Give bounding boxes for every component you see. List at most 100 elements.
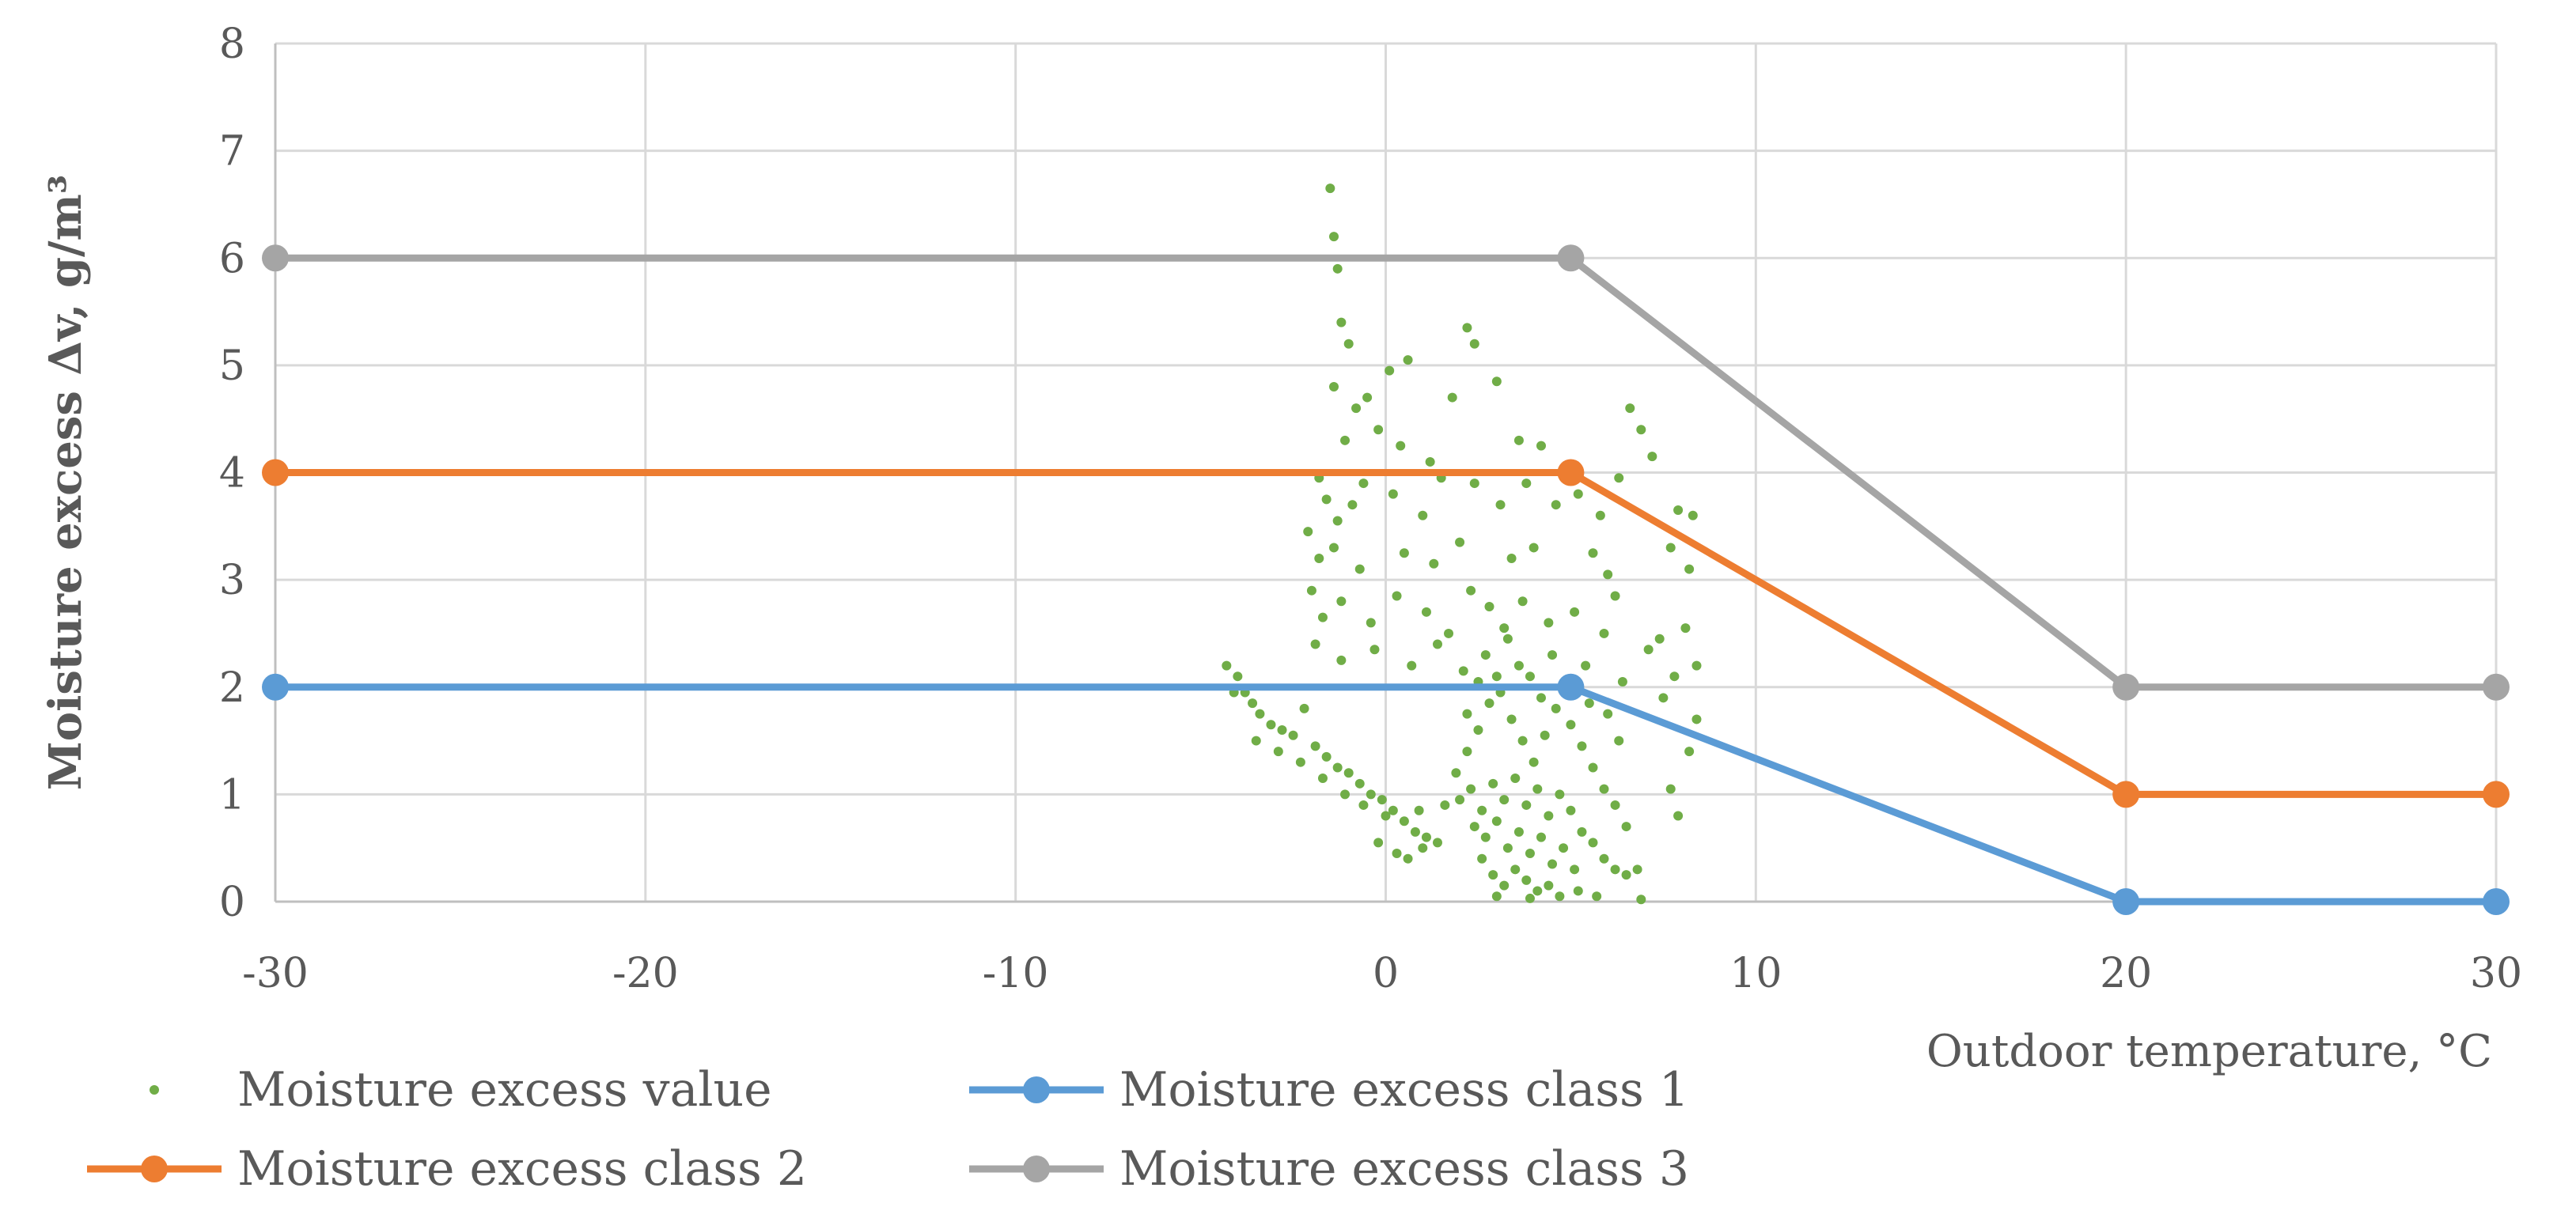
scatter-point xyxy=(1255,709,1265,719)
x-tick-label: -20 xyxy=(612,950,679,997)
scatter-point xyxy=(1410,826,1420,837)
scatter-point xyxy=(1680,623,1691,634)
scatter-point xyxy=(1551,703,1561,713)
y-tick-label: 5 xyxy=(219,342,245,390)
x-tick-label: 30 xyxy=(2470,950,2522,997)
scatter-point xyxy=(1491,816,1502,826)
scatter-point xyxy=(1665,543,1676,553)
scatter-point xyxy=(1418,843,1428,853)
series-marker xyxy=(262,244,289,272)
scatter-point xyxy=(1447,392,1457,403)
series-marker xyxy=(1557,459,1585,486)
scatter-point xyxy=(1544,618,1554,628)
scatter-point xyxy=(1248,698,1258,709)
scatter-point xyxy=(1499,795,1510,805)
scatter-point xyxy=(1581,660,1591,671)
scatter-point xyxy=(1347,500,1358,510)
scatter-point xyxy=(1529,757,1539,767)
scatter-point xyxy=(1621,870,1631,880)
scatter-point xyxy=(1551,500,1561,510)
scatter-point xyxy=(1462,747,1472,757)
scatter-point xyxy=(1532,784,1543,794)
scatter-point xyxy=(1521,875,1532,885)
scatter-point xyxy=(1513,660,1524,671)
series-line xyxy=(275,683,2496,906)
legend-marker-swatch xyxy=(1023,1076,1050,1103)
scatter-point xyxy=(1466,784,1476,794)
scatter-point xyxy=(1343,339,1354,349)
scatter-point xyxy=(1469,822,1479,832)
y-tick-label: 2 xyxy=(219,664,245,712)
scatter-point xyxy=(1603,569,1613,580)
series-marker xyxy=(2112,888,2140,915)
scatter-point xyxy=(1625,403,1635,414)
scatter-point xyxy=(1314,554,1324,563)
scatter-point xyxy=(1421,607,1431,617)
scatter-point xyxy=(1414,805,1424,815)
scatter-point xyxy=(1592,891,1602,902)
scatter-point xyxy=(1521,800,1532,810)
series-line xyxy=(275,469,2496,798)
scatter-point xyxy=(1329,543,1339,553)
scatter-point xyxy=(1521,478,1532,489)
scatter-point xyxy=(1632,864,1642,875)
scatter-point xyxy=(1303,527,1313,537)
scatter-point xyxy=(1502,634,1513,644)
scatter-point xyxy=(1610,864,1620,875)
scatter-point xyxy=(1484,602,1494,612)
scatter-point xyxy=(1466,585,1476,596)
scatter-point xyxy=(1488,870,1498,880)
scatter-point xyxy=(1455,795,1465,805)
scatter-point xyxy=(1418,510,1428,520)
scatter-point xyxy=(1332,516,1343,526)
scatter-point xyxy=(1499,880,1510,891)
scatter-point xyxy=(1321,751,1332,762)
legend-label: Moisture excess class 2 xyxy=(237,1141,807,1197)
x-tick-label: -30 xyxy=(242,950,309,997)
y-tick-label: 8 xyxy=(219,21,245,68)
y-axis-label: Moisture excess Δv, g/m³ xyxy=(40,175,92,790)
scatter-point xyxy=(1233,671,1243,682)
scatter-point xyxy=(1295,757,1305,767)
scatter-point xyxy=(1673,505,1684,515)
scatter-point xyxy=(1544,880,1554,891)
scatter-point xyxy=(1354,564,1365,574)
scatter-point xyxy=(1647,452,1657,462)
series-marker xyxy=(1557,244,1585,272)
y-tick-label: 0 xyxy=(219,879,245,926)
scatter-point xyxy=(1392,848,1402,858)
scatter-point xyxy=(1513,826,1524,837)
scatter-point xyxy=(1399,548,1409,558)
scatter-point xyxy=(1251,736,1261,746)
x-tick-label: 20 xyxy=(2100,950,2152,997)
scatter-point xyxy=(1588,838,1598,848)
scatter-point xyxy=(1491,376,1502,387)
scatter-point xyxy=(1614,473,1624,483)
scatter-point xyxy=(1222,660,1232,671)
scatter-point xyxy=(1577,826,1587,837)
scatter-point xyxy=(1403,853,1413,864)
scatter-point xyxy=(1491,891,1502,902)
scatter-point xyxy=(1517,736,1528,746)
scatter-point xyxy=(1599,628,1609,638)
scatter-point xyxy=(1547,859,1558,869)
scatter-point xyxy=(1684,564,1695,574)
legend-label: Moisture excess class 1 xyxy=(1119,1062,1689,1118)
scatter-point xyxy=(1495,500,1506,510)
scatter-point xyxy=(1566,805,1576,815)
scatter-point xyxy=(1317,612,1328,622)
scatter-point xyxy=(1343,768,1354,778)
x-tick-label: -10 xyxy=(983,950,1049,997)
scatter-point xyxy=(1473,725,1483,735)
scatter-point xyxy=(1559,843,1569,853)
scatter-point xyxy=(1544,811,1554,821)
scatter-point xyxy=(1462,709,1472,719)
scatter-point xyxy=(1366,618,1376,628)
scatter-point xyxy=(1555,789,1565,800)
legend-marker-swatch xyxy=(141,1156,168,1182)
scatter-point xyxy=(1469,339,1479,349)
scatter-point xyxy=(1573,886,1583,896)
scatter-point xyxy=(1340,435,1351,445)
y-tick-label: 7 xyxy=(219,128,245,176)
